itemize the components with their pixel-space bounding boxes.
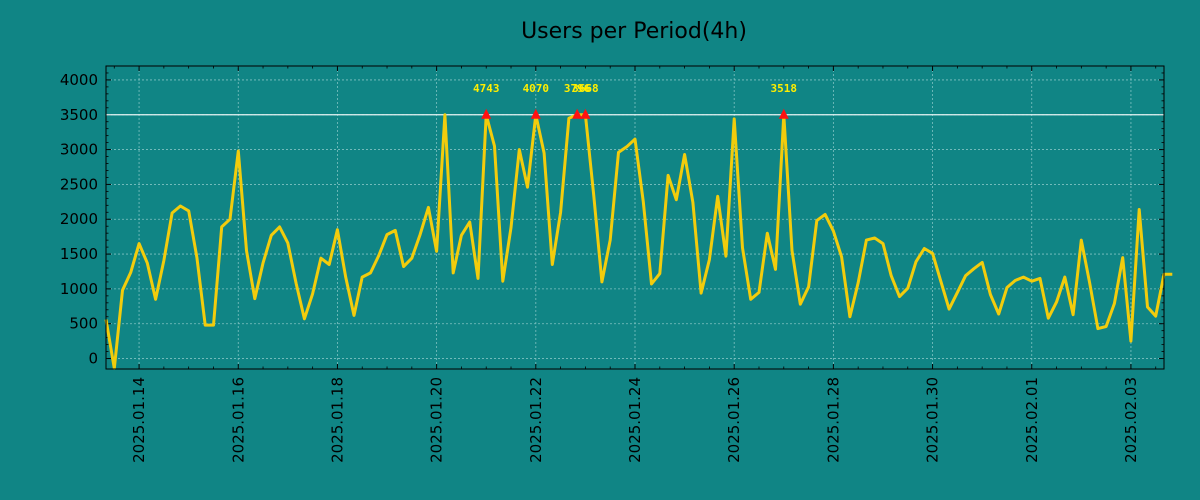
plot-area: 0 500 1000 1500 2000 2500 3000 3500 4000 2025.01.… bbox=[60, 65, 1173, 463]
y-tick-label: 1500 bbox=[60, 245, 98, 263]
peak-marker bbox=[572, 108, 583, 119]
y-tick-label: 0 bbox=[88, 350, 98, 368]
peak-marker bbox=[580, 108, 591, 119]
x-tick-label: 2025.01.18 bbox=[328, 377, 346, 463]
x-tick-label: 2025.01.26 bbox=[725, 377, 743, 463]
y-tick-label: 3500 bbox=[60, 106, 98, 124]
x-tick-label: 2025.01.30 bbox=[924, 377, 942, 463]
x-tick-label: 2025.01.20 bbox=[428, 377, 446, 463]
x-tick-label: 2025.01.16 bbox=[229, 377, 247, 463]
peak-label: 3668 bbox=[572, 82, 599, 95]
peak-label: 3518 bbox=[771, 82, 798, 95]
peak-marker bbox=[481, 108, 492, 119]
y-tick-label: 500 bbox=[69, 315, 98, 333]
peak-marker bbox=[530, 108, 541, 119]
series-line bbox=[104, 113, 1173, 370]
chart-title: Users per Period(4h) bbox=[521, 19, 747, 44]
x-tick-label: 2025.01.24 bbox=[626, 377, 644, 463]
x-tick-label: 2025.01.28 bbox=[824, 377, 842, 463]
x-tick-label: 2025.01.22 bbox=[527, 377, 545, 463]
peak-label: 4743 bbox=[473, 82, 500, 95]
y-tick-label: 3000 bbox=[60, 141, 98, 159]
x-tick-label: 2025.02.01 bbox=[1023, 377, 1041, 463]
y-tick-label: 4000 bbox=[60, 71, 98, 89]
peak-label: 3796 bbox=[564, 82, 591, 95]
x-tick-label: 2025.02.03 bbox=[1122, 377, 1140, 463]
plot-border bbox=[105, 65, 1165, 370]
y-tick-label: 2000 bbox=[60, 210, 98, 228]
y-tick-label: 2500 bbox=[60, 175, 98, 193]
peak-marker bbox=[778, 108, 789, 119]
y-tick-label: 1000 bbox=[60, 280, 98, 298]
x-tick-label: 2025.01.14 bbox=[130, 377, 148, 463]
peak-label: 4070 bbox=[523, 82, 550, 95]
